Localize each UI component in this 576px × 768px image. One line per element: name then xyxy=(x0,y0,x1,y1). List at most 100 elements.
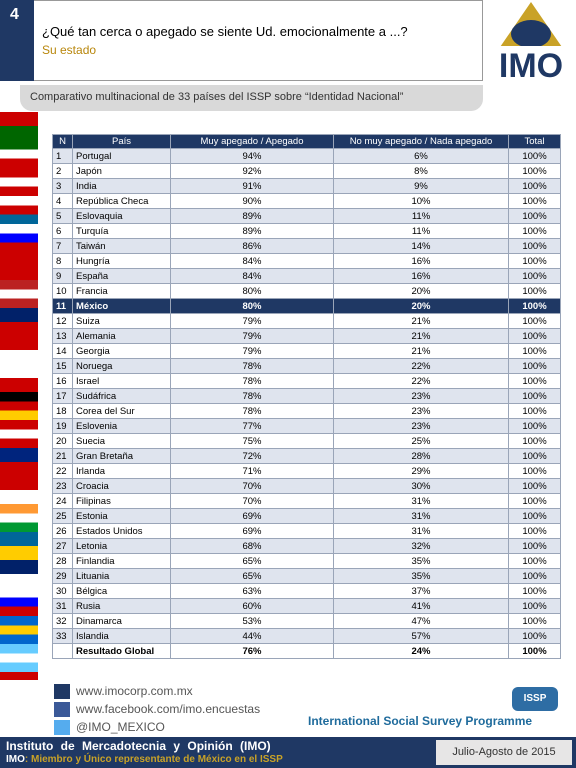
table-cell: 63% xyxy=(170,583,334,599)
table-cell: 100% xyxy=(508,208,561,224)
table-cell: 3 xyxy=(52,178,73,194)
table-row: 20 Suecia 75% 25% 100% xyxy=(52,433,561,449)
header-box xyxy=(0,0,483,81)
table-cell: 100% xyxy=(508,568,561,584)
table-row: 5 Eslovaquia 89% 11% 100% xyxy=(52,208,561,224)
table-cell: 100% xyxy=(508,553,561,569)
table-cell: 22 xyxy=(52,463,73,479)
table-cell: 78% xyxy=(170,358,334,374)
table-cell: 14 xyxy=(52,343,73,359)
table-cell: 41% xyxy=(333,598,509,614)
table-cell: 78% xyxy=(170,373,334,389)
table-cell: 25 xyxy=(52,508,73,524)
table-cell: 100% xyxy=(508,268,561,284)
table-cell: 31% xyxy=(333,493,509,509)
logo-text: IMO xyxy=(499,47,563,84)
number-box xyxy=(0,0,34,81)
table-cell: 44% xyxy=(170,628,334,644)
table-cell: 11% xyxy=(333,208,509,224)
banner xyxy=(20,85,483,111)
table-cell: 100% xyxy=(508,283,561,299)
table-cell: 78% xyxy=(170,403,334,419)
table-cell: 11 xyxy=(52,298,73,314)
table-cell: 68% xyxy=(170,538,334,554)
table-cell: 80% xyxy=(170,298,334,314)
table-cell: 17 xyxy=(52,388,73,404)
table-cell: 35% xyxy=(333,553,509,569)
table-cell: 10% xyxy=(333,193,509,209)
table-cell: 20 xyxy=(52,433,73,449)
banner-text: Comparativo multinacional de 33 países d… xyxy=(30,91,404,103)
table-row: 3 India 91% 9% 100% xyxy=(52,178,561,194)
programme: International Social Survey Programme xyxy=(308,714,533,728)
table-cell: 24 xyxy=(52,493,73,509)
table-cell: 100% xyxy=(508,493,561,509)
date-box: Julio-Agosto de 2015 xyxy=(436,740,572,765)
table-cell: 100% xyxy=(508,148,561,164)
table-cell: 21% xyxy=(333,343,509,359)
table-cell: Dinamarca xyxy=(72,613,171,629)
table-row: 33 Islandia 44% 57% 100% xyxy=(52,628,561,644)
table-cell: 100% xyxy=(508,583,561,599)
table-cell: 65% xyxy=(170,568,334,584)
table-row: 28 Finlandia 65% 35% 100% xyxy=(52,553,561,569)
table-cell: 92% xyxy=(170,163,334,179)
table-cell: 100% xyxy=(508,238,561,254)
table-cell: 11% xyxy=(333,223,509,239)
table-cell: 29% xyxy=(333,463,509,479)
table-cell: 32% xyxy=(333,538,509,554)
table-cell: 8% xyxy=(333,163,509,179)
column-header: N xyxy=(52,134,73,149)
total-cell: 24% xyxy=(333,643,509,659)
subtitle: Su estado xyxy=(42,43,97,57)
table-cell: 70% xyxy=(170,478,334,494)
tagline-text: : Miembro y Único representante de Méxic… xyxy=(24,754,283,765)
table-cell: Gran Bretaña xyxy=(72,448,171,464)
table-cell: 100% xyxy=(508,253,561,269)
table-cell: Rusia xyxy=(72,598,171,614)
total-cell: Resultado Global xyxy=(72,643,171,659)
table-cell: 30 xyxy=(52,583,73,599)
column-header: Total xyxy=(508,134,561,149)
table-row: 10 Francia 80% 20% 100% xyxy=(52,283,561,299)
table-row: 18 Corea del Sur 78% 23% 100% xyxy=(52,403,561,419)
table-cell: Suiza xyxy=(72,313,171,329)
table-cell: Irlanda xyxy=(72,463,171,479)
table-cell: 78% xyxy=(170,388,334,404)
table-cell: 28% xyxy=(333,448,509,464)
link-web[interactable]: www.imocorp.com.mx xyxy=(76,684,193,698)
link-facebook[interactable]: www.facebook.com/imo.encuestas xyxy=(76,702,261,716)
flag xyxy=(0,560,38,588)
table-cell: 47% xyxy=(333,613,509,629)
table-cell: 2 xyxy=(52,163,73,179)
table-cell: 4 xyxy=(52,193,73,209)
table-cell: 31% xyxy=(333,508,509,524)
flag xyxy=(0,420,38,448)
table-cell: 31 xyxy=(52,598,73,614)
flag xyxy=(0,196,38,224)
table-cell: 100% xyxy=(508,343,561,359)
question: ¿Qué tan cerca o apegado se siente Ud. e… xyxy=(42,24,408,39)
table-cell: 91% xyxy=(170,178,334,194)
total-spacer xyxy=(52,643,73,659)
flag xyxy=(0,140,38,168)
table-cell: 77% xyxy=(170,418,334,434)
link-twitter[interactable]: @IMO_MEXICO xyxy=(76,720,165,734)
table-cell: 16% xyxy=(333,268,509,284)
org: Instituto de Mercadotecnia y Opinión (IM… xyxy=(6,739,271,753)
table-cell: 10 xyxy=(52,283,73,299)
table-row: 23 Croacia 70% 30% 100% xyxy=(52,478,561,494)
logo-globe xyxy=(511,20,551,48)
flag xyxy=(0,308,38,336)
table-cell: Croacia xyxy=(72,478,171,494)
table-cell: 100% xyxy=(508,163,561,179)
table-cell: 100% xyxy=(508,478,561,494)
footer-icons xyxy=(54,684,70,735)
table-cell: 37% xyxy=(333,583,509,599)
table-cell: 23% xyxy=(333,418,509,434)
flag xyxy=(0,588,38,616)
table-cell: Estados Unidos xyxy=(72,523,171,539)
table-cell: 12 xyxy=(52,313,73,329)
table-cell: 100% xyxy=(508,193,561,209)
